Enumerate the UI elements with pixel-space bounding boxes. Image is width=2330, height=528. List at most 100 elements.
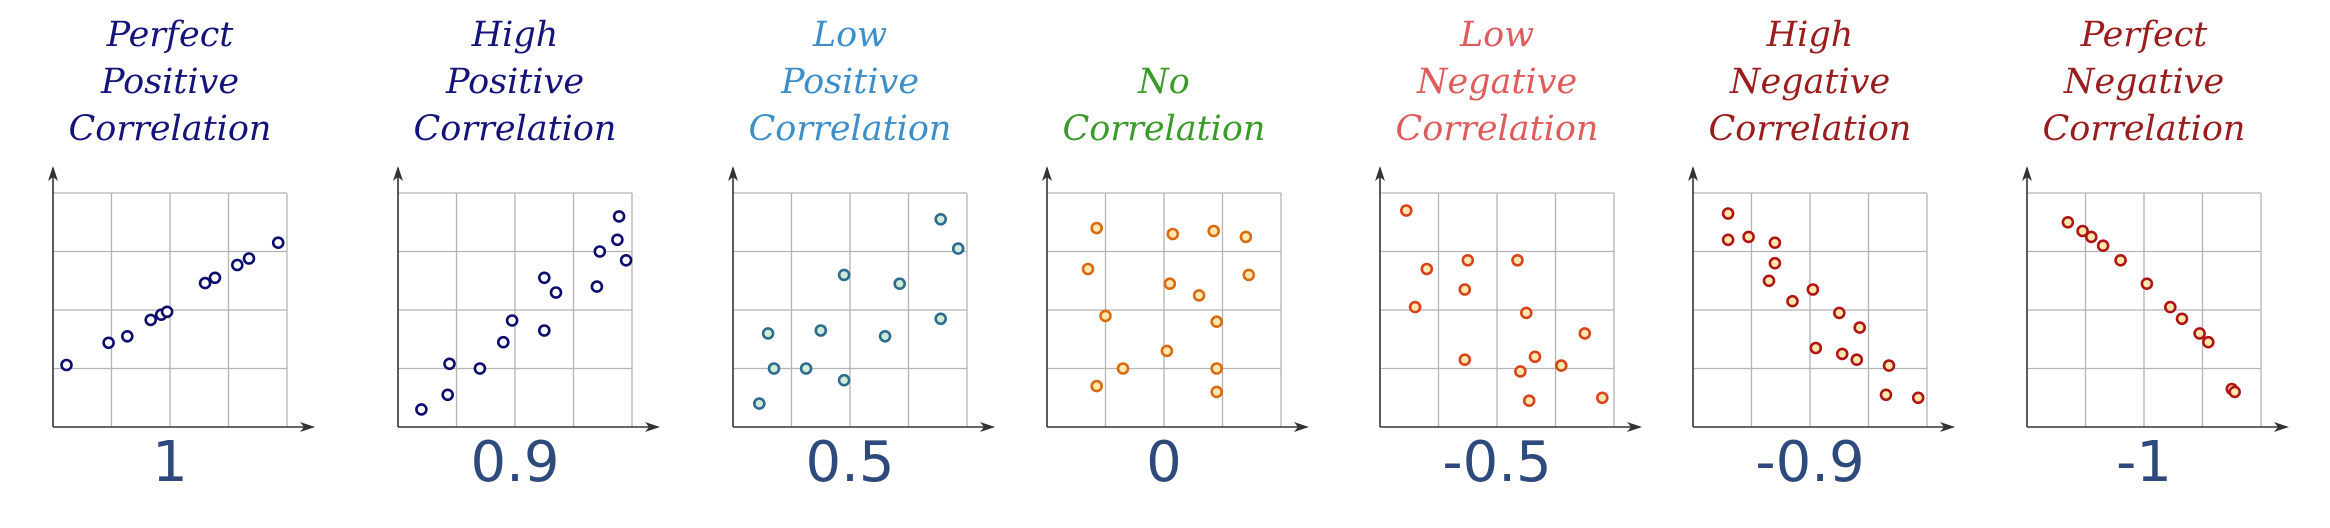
data-point	[893, 277, 907, 291]
plot-grid	[1047, 192, 1282, 427]
y-axis-arrowhead	[1375, 166, 1385, 181]
y-axis-arrowhead	[2022, 166, 2032, 181]
data-point	[208, 271, 222, 285]
data-point	[2228, 385, 2241, 399]
chart-panel-7	[2022, 166, 2289, 432]
data-point	[1555, 359, 1568, 372]
chart-title-line: Positive	[100, 62, 240, 102]
chart-title-line: Correlation	[1708, 109, 1912, 149]
data-point	[1742, 230, 1755, 244]
plot-grid	[1380, 192, 1615, 427]
chart-title-line: Negative	[2063, 62, 2225, 102]
x-axis-arrowhead	[300, 422, 315, 432]
data-point	[767, 362, 781, 375]
data-point	[102, 336, 115, 350]
data-point	[1786, 294, 1799, 308]
data-point	[619, 253, 633, 267]
data-point	[2076, 224, 2089, 238]
chart-title: No Correlation	[1014, 59, 1314, 153]
chart-title-line: Perfect	[2080, 15, 2208, 55]
data-point	[271, 236, 285, 249]
x-axis-arrowhead	[645, 422, 660, 432]
data-point	[2114, 253, 2127, 267]
chart-title: High Positive Correlation	[365, 12, 665, 153]
data-point	[144, 313, 157, 327]
chart-title-line: Perfect	[106, 15, 234, 55]
chart-title-line: Positive	[445, 62, 585, 102]
data-point	[934, 312, 948, 326]
data-point	[2175, 312, 2189, 326]
data-point	[1514, 365, 1527, 378]
correlation-value-label: -0.5	[1442, 430, 1552, 495]
correlation-value-label: -1	[2116, 430, 2172, 495]
data-point	[537, 271, 551, 285]
y-axis-arrowhead	[393, 166, 403, 181]
data-point	[593, 245, 607, 258]
chart-title-line: Correlation	[413, 109, 617, 149]
chart-title-line: Positive	[780, 62, 920, 102]
chart-title-line: Negative	[1416, 62, 1578, 102]
data-point	[1511, 253, 1524, 267]
data-point	[951, 242, 965, 255]
data-point	[160, 305, 174, 319]
data-point	[1806, 283, 1820, 296]
data-point	[934, 213, 948, 226]
plot-grid	[53, 192, 288, 427]
chart-title: High Negative Correlation	[1660, 12, 1960, 153]
data-point	[1721, 233, 1735, 247]
data-point	[1420, 262, 1434, 276]
correlation-value-label: -0.9	[1755, 430, 1865, 495]
data-point	[441, 388, 455, 402]
data-point	[1458, 353, 1472, 367]
data-point	[198, 276, 212, 290]
data-point	[611, 233, 624, 247]
plot-grid	[398, 192, 633, 427]
chart-panel-4	[1042, 166, 1309, 432]
plot-grid	[1693, 192, 1928, 427]
data-point	[1099, 309, 1112, 323]
data-point	[1400, 204, 1413, 217]
data-point	[1850, 353, 1864, 367]
data-point	[2061, 216, 2075, 229]
data-point	[1461, 253, 1475, 267]
data-point	[231, 258, 244, 272]
chart-title-line: Low	[1459, 15, 1535, 55]
x-axis-arrowhead	[1940, 422, 1955, 432]
data-point	[1081, 262, 1095, 276]
chart-panel-2	[393, 166, 660, 432]
data-point	[537, 324, 551, 337]
data-point	[1520, 306, 1533, 320]
data-point	[799, 362, 813, 375]
data-point	[1192, 289, 1206, 302]
chart-title-line: Negative	[1729, 62, 1891, 102]
y-axis-arrowhead	[728, 166, 738, 181]
y-axis-arrowhead	[1042, 166, 1052, 181]
correlation-value-label: 0.9	[470, 430, 560, 495]
data-point	[505, 314, 519, 327]
data-point	[1522, 394, 1536, 408]
data-point	[1166, 227, 1180, 241]
data-point	[2202, 335, 2215, 349]
data-point	[1768, 256, 1782, 270]
data-point	[2085, 230, 2098, 244]
data-point	[761, 327, 775, 340]
data-point	[1458, 283, 1472, 296]
data-point	[1210, 315, 1223, 329]
chart-title-line: Correlation	[1062, 109, 1266, 149]
data-point	[1408, 300, 1422, 314]
chart-title: Low Negative Correlation	[1347, 12, 1647, 153]
chart-title-line: Correlation	[2042, 109, 2246, 149]
data-point	[1853, 321, 1866, 334]
data-point	[1882, 359, 1896, 372]
data-point	[612, 210, 626, 223]
correlation-value-label: 0.5	[805, 430, 895, 495]
y-axis-arrowhead	[48, 166, 58, 181]
data-point	[1809, 341, 1823, 355]
data-point	[2140, 277, 2154, 291]
data-point	[496, 335, 510, 349]
chart-panel-3	[728, 166, 995, 432]
data-point	[1210, 362, 1223, 375]
chart-panel-6	[1688, 166, 1955, 432]
data-point	[1768, 236, 1782, 249]
